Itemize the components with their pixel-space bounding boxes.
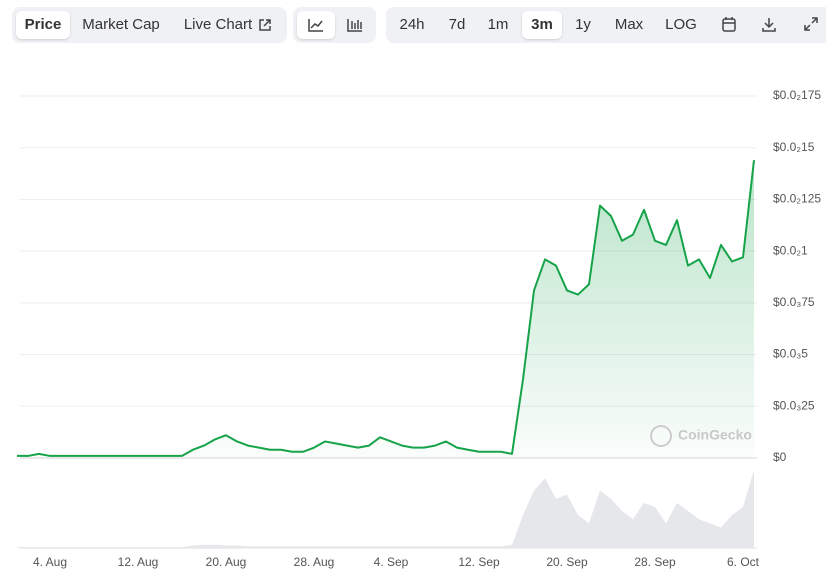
x-tick-label: 20. Aug xyxy=(206,555,247,569)
y-tick-label: $0.0₂15 xyxy=(773,140,815,154)
external-icon xyxy=(259,19,271,31)
y-tick-label: $0.0₂1 xyxy=(773,243,808,257)
x-tick-label: 12. Sep xyxy=(458,555,500,569)
range[interactable]: 3m xyxy=(522,11,562,39)
expand-icon[interactable] xyxy=(804,17,818,31)
x-tick-label: 6. Oct xyxy=(727,555,760,569)
price-line xyxy=(17,160,755,457)
range[interactable]: LOG xyxy=(665,16,697,33)
watermark: CoinGecko xyxy=(650,425,752,447)
volume-area xyxy=(17,470,754,548)
range-tabs: 24h 7d 1m 3m 1y Max LOG xyxy=(386,7,826,43)
line-style-button[interactable] xyxy=(297,11,335,39)
x-tick-label: 28. Sep xyxy=(634,555,676,569)
candle-style-button[interactable] xyxy=(337,11,373,39)
x-tick-label: 20. Sep xyxy=(546,555,588,569)
y-tick-label: $0.0₃25 xyxy=(773,398,815,412)
y-tick-label: $0 xyxy=(773,450,787,464)
price-area xyxy=(17,160,754,458)
range[interactable]: Max xyxy=(614,16,644,33)
x-tick-label: 28. Aug xyxy=(294,555,335,569)
calendar-icon[interactable] xyxy=(722,17,736,32)
tab[interactable]: Live Chart xyxy=(183,16,253,33)
x-tick-label: 12. Aug xyxy=(118,555,159,569)
y-tick-label: $0.0₂175 xyxy=(773,88,821,102)
y-tick-label: $0.0₃75 xyxy=(773,295,815,309)
y-tick-label: $0.0₂125 xyxy=(773,192,821,206)
range[interactable]: 7d xyxy=(448,16,466,33)
range[interactable]: 1m xyxy=(487,16,509,33)
view-tabs: Price Market Cap Live Chart xyxy=(12,7,287,43)
y-tick-label: $0.0₃5 xyxy=(773,347,808,361)
tab[interactable]: Market Cap xyxy=(82,16,160,33)
watermark-text: CoinGecko xyxy=(678,427,752,443)
x-tick-label: 4. Sep xyxy=(374,555,409,569)
range[interactable]: 24h xyxy=(399,16,425,33)
chart-style xyxy=(293,7,376,43)
download-icon[interactable] xyxy=(762,17,776,32)
tab[interactable]: Price xyxy=(16,11,70,39)
range[interactable]: 1y xyxy=(575,16,591,33)
x-tick-label: 4. Aug xyxy=(33,555,67,569)
